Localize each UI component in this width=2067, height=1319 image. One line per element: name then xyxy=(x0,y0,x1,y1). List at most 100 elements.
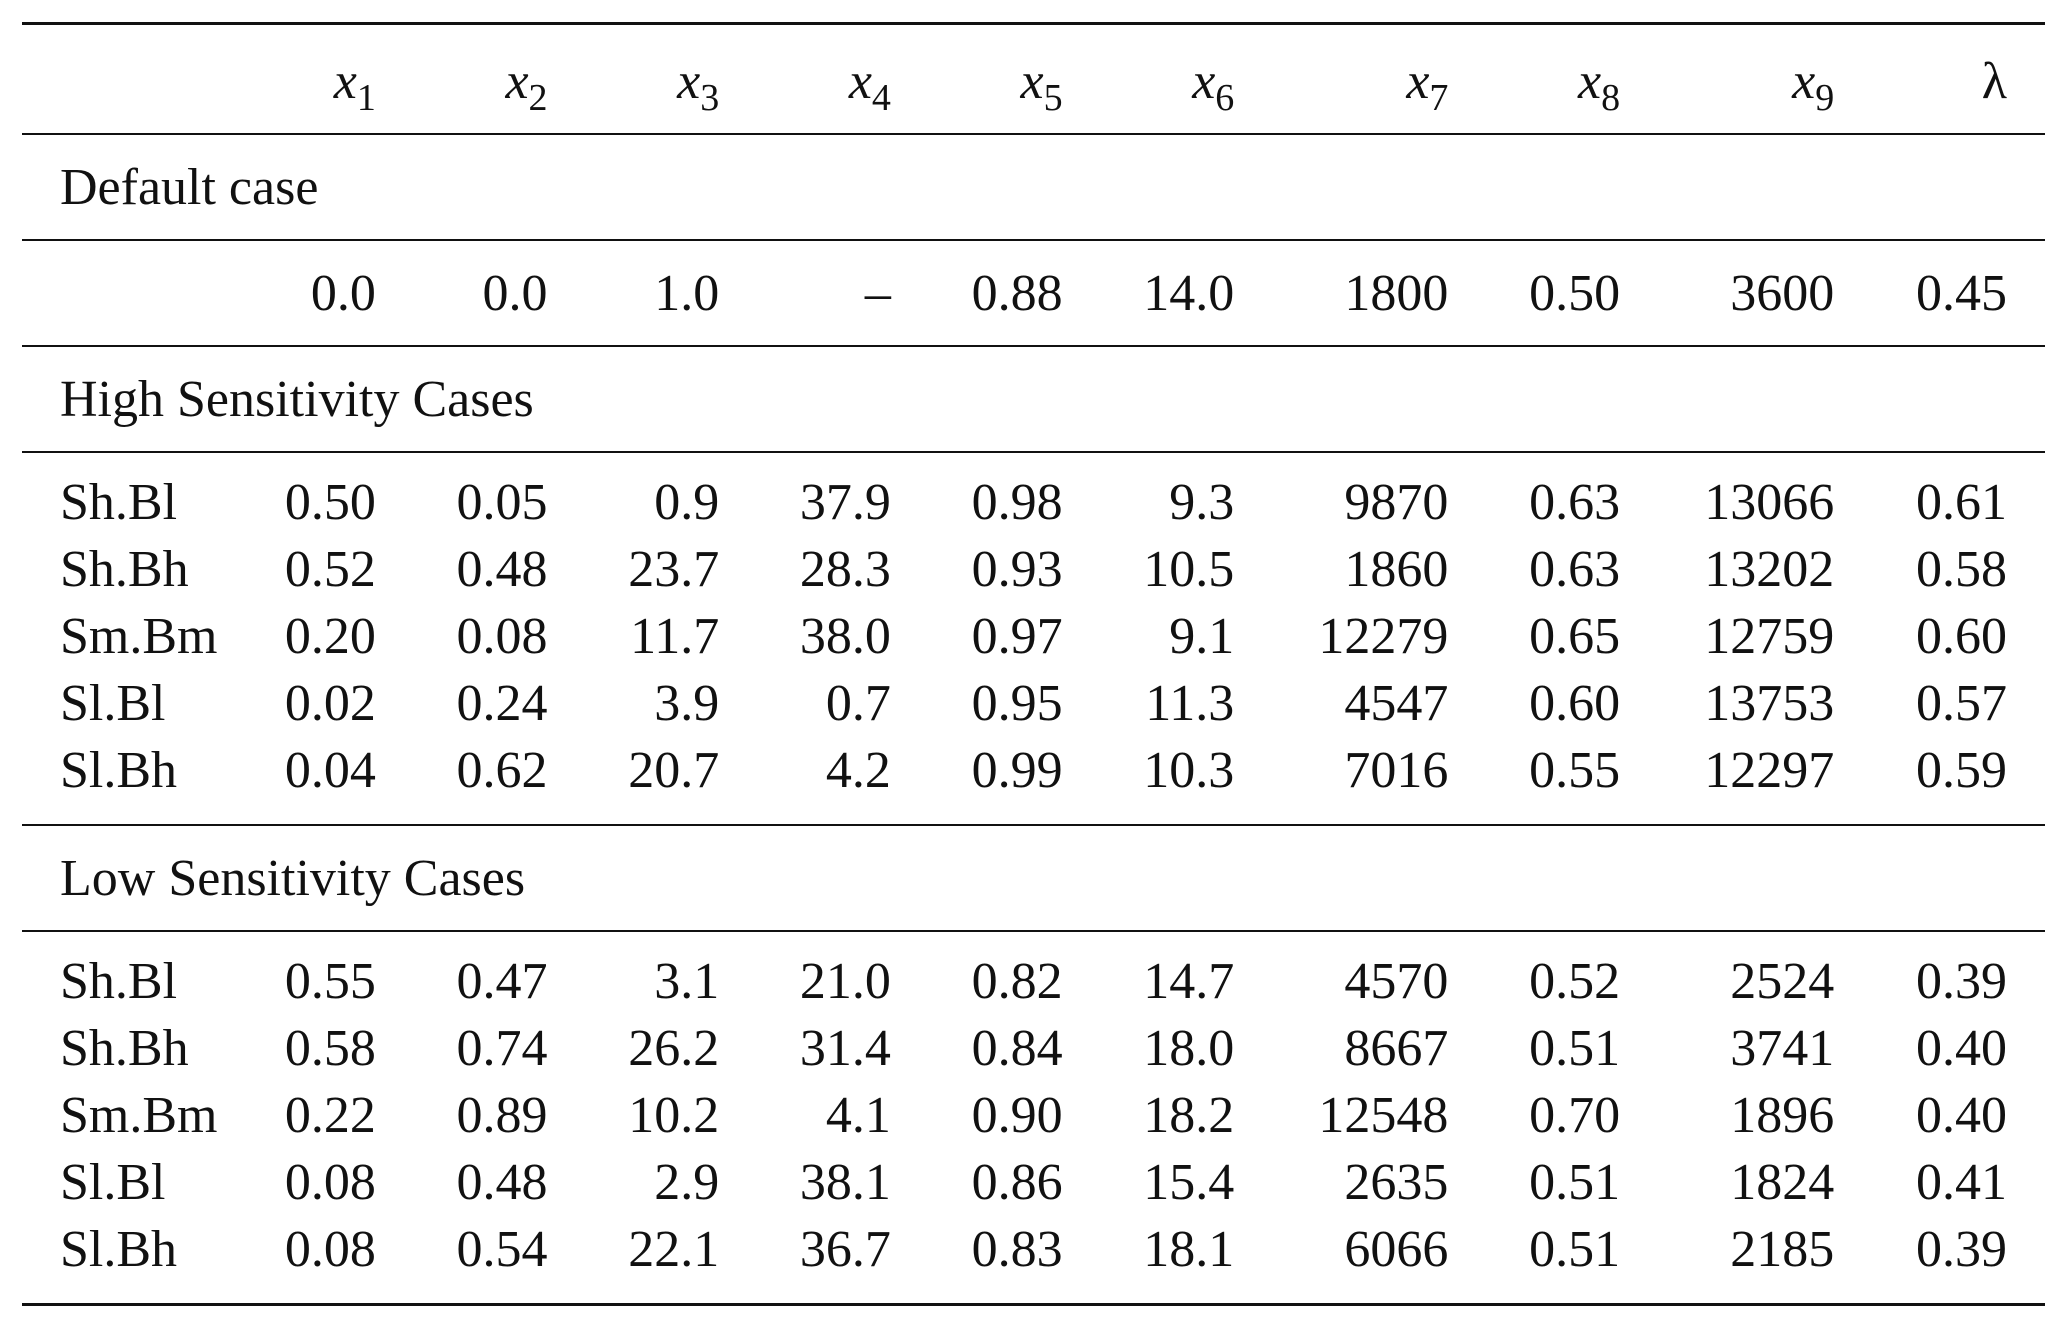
table-cell: 0.05 xyxy=(456,474,548,531)
table-cell: 0.65 xyxy=(1529,608,1621,665)
table-cell: 11.3 xyxy=(1145,675,1235,732)
table-cell: 7016 xyxy=(1344,742,1449,799)
table-cell: 0.40 xyxy=(1916,1087,2007,1144)
table-cell: 0.90 xyxy=(971,1087,1063,1144)
table-cell: 0.41 xyxy=(1916,1154,2007,1211)
table-cell: 0.52 xyxy=(284,541,376,598)
table-cell: 1860 xyxy=(1344,541,1449,598)
table-cell: 14.7 xyxy=(1143,953,1235,1010)
table-cell: 0.86 xyxy=(971,1154,1063,1211)
table-cell: 2524 xyxy=(1730,953,1835,1010)
low-sensitivity-spacer-top-cell xyxy=(22,931,2045,948)
table-cell: 0.52 xyxy=(1529,953,1621,1010)
header-x2: x2 xyxy=(413,22,586,135)
table-body: Default case 0.0 0.0 1.0–0.88 14.0 1800 0.50 36… xyxy=(22,134,2045,1306)
table-row: Sl.Bl 0.08 0.48 2.9 38.1 0.86 15.4 2635 0.51 1824… xyxy=(22,1149,2045,1216)
table-cell: 0.51 xyxy=(1529,1221,1621,1278)
table-cell: 37.9 xyxy=(799,474,891,531)
table-cell: 0.02 xyxy=(284,675,376,732)
table-cell: 36.7 xyxy=(799,1221,891,1278)
table-cell: 0.24 xyxy=(456,675,548,732)
table-cell: 0.60 xyxy=(1916,608,2007,665)
table-cell: 6066 xyxy=(1344,1221,1449,1278)
header-x7: x7 xyxy=(1272,22,1487,135)
table-cell: 0.58 xyxy=(284,1020,376,1077)
table-cell: 0.20 xyxy=(284,608,376,665)
header-x1: x1 xyxy=(234,22,414,135)
table-cell: 1896 xyxy=(1730,1087,1835,1144)
table-cell: 0.48 xyxy=(456,1154,548,1211)
table-cell: 0.50 xyxy=(284,474,376,531)
table-cell: 12297 xyxy=(1704,742,1835,799)
table-cell: 38.0 xyxy=(799,608,891,665)
table-cell: 0.08 xyxy=(456,608,548,665)
header-x3: x3 xyxy=(585,22,758,135)
table-cell: 0.40 xyxy=(1916,1020,2007,1077)
table-cell: 2.9 xyxy=(654,1154,720,1211)
table-cell: 0.57 xyxy=(1916,675,2007,732)
high-sensitivity-spacer-top xyxy=(22,452,2045,469)
table-cell: 13202 xyxy=(1704,541,1835,598)
table-cell: 0.54 xyxy=(456,1221,548,1278)
row-label: Sh.Bh xyxy=(60,541,189,598)
table-cell: 0.97 xyxy=(971,608,1063,665)
low-sensitivity-spacer-bottom-cell xyxy=(22,1283,2045,1306)
table-row: Sm.Bm 0.22 0.89 10.2 4.1 0.90 18.2 12548 0.70 189… xyxy=(22,1082,2045,1149)
low-sensitivity-spacer-top xyxy=(22,931,2045,948)
table-cell: 0.0 xyxy=(413,240,586,347)
parameter-table: x1 x2 x3 x4 x5 x6 x7 x8 x9 λ Default cas… xyxy=(22,22,2045,1306)
table-cell: 10.3 xyxy=(1143,742,1235,799)
table-cell: 9870 xyxy=(1344,474,1449,531)
table-cell: – xyxy=(757,240,929,347)
header-lambda: λ xyxy=(1872,22,2045,135)
table-cell: 0.93 xyxy=(971,541,1063,598)
table-cell: 9.1 xyxy=(1169,608,1235,665)
table-cell: 0.9 xyxy=(654,474,720,531)
table-cell: 4547 xyxy=(1344,675,1449,732)
low-sensitivity-section-title: Low Sensitivity Cases xyxy=(22,825,2045,932)
default-section-header-row: Default case xyxy=(22,134,2045,241)
row-label: Sh.Bh xyxy=(60,1020,189,1077)
table-cell: 13066 xyxy=(1704,474,1835,531)
column-header-row: x1 x2 x3 x4 x5 x6 x7 x8 x9 λ xyxy=(22,22,2045,135)
header-x5: x5 xyxy=(928,22,1101,135)
table-cell: 0.0 xyxy=(234,240,414,347)
high-sensitivity-section-title: High Sensitivity Cases xyxy=(22,346,2045,453)
row-label: Sl.Bl xyxy=(60,675,166,732)
header-x9: x9 xyxy=(1658,22,1873,135)
row-label: Sl.Bh xyxy=(60,742,178,799)
table-cell: 3.9 xyxy=(654,675,720,732)
low-sensitivity-section-header-row: Low Sensitivity Cases xyxy=(22,825,2045,932)
table-row: Sh.Bh 0.58 0.74 26.2 31.4 0.84 18.0 8667 0.51 374… xyxy=(22,1015,2045,1082)
table-cell: 9.3 xyxy=(1169,474,1235,531)
row-label: Sm.Bm xyxy=(60,1087,218,1144)
table-cell: 0.74 xyxy=(456,1020,548,1077)
table-cell: 0.62 xyxy=(456,742,548,799)
table-row: Sh.Bl 0.50 0.05 0.9 37.9 0.98 9.3 9870 0.63 13066… xyxy=(22,469,2045,536)
table-cell: 0.45 xyxy=(1872,240,2045,347)
table-cell: 1824 xyxy=(1730,1154,1835,1211)
table-cell: 28.3 xyxy=(799,541,891,598)
high-sensitivity-spacer-bottom xyxy=(22,804,2045,826)
default-section-title: Default case xyxy=(22,134,2045,241)
table-cell: 3600 xyxy=(1658,240,1873,347)
table-cell: 1800 xyxy=(1272,240,1487,347)
table-cell: 0.55 xyxy=(284,953,376,1010)
table-cell: 4570 xyxy=(1344,953,1449,1010)
row-label: Sl.Bl xyxy=(60,1154,166,1211)
table-cell: 1.0 xyxy=(585,240,758,347)
table-cell: 15.4 xyxy=(1143,1154,1235,1211)
table-cell: 18.2 xyxy=(1143,1087,1235,1144)
table-cell: 4.2 xyxy=(825,742,891,799)
sensitivity-table: x1 x2 x3 x4 x5 x6 x7 x8 x9 λ Default cas… xyxy=(22,22,2045,1306)
table-cell: 0.39 xyxy=(1916,1221,2007,1278)
row-label: Sh.Bl xyxy=(60,474,178,531)
table-cell: 26.2 xyxy=(628,1020,720,1077)
table-cell: 0.99 xyxy=(971,742,1063,799)
default-values-row: 0.0 0.0 1.0–0.88 14.0 1800 0.50 3600 0.45 xyxy=(22,240,2045,347)
table-cell: 0.7 xyxy=(825,675,891,732)
table-cell: 0.58 xyxy=(1916,541,2007,598)
table-cell: 12759 xyxy=(1704,608,1835,665)
table-cell: 0.48 xyxy=(456,541,548,598)
header-x8: x8 xyxy=(1486,22,1659,135)
